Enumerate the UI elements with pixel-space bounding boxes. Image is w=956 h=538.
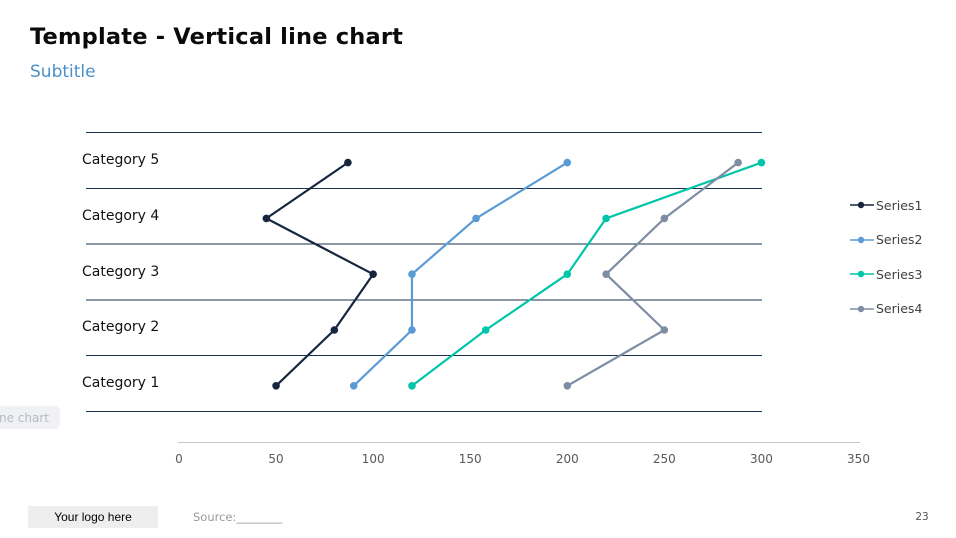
data-point-series2	[472, 214, 480, 223]
data-point-series3	[408, 382, 416, 390]
axis-tick-label: 350	[847, 452, 870, 466]
legend-item-series3: Series3	[850, 264, 922, 284]
category-label: Category 4	[82, 207, 160, 224]
data-point-series3	[563, 270, 572, 279]
category-label: Category 2	[82, 319, 160, 336]
axis-tick-label: 50	[268, 452, 284, 466]
data-point-series3	[602, 214, 610, 223]
series-line-series3	[410, 161, 763, 387]
data-point-series3	[481, 326, 490, 334]
legend-item-series2: Series2	[850, 230, 922, 250]
axis-tick-label: 200	[555, 452, 579, 466]
data-point-series1	[344, 158, 352, 167]
source-label: Source:________	[193, 510, 283, 524]
series-line-series2	[352, 161, 569, 387]
data-point-series3	[757, 158, 766, 167]
clipped-tooltip-fragment: ne chart	[0, 406, 60, 429]
legend-marker-icon	[850, 270, 874, 278]
series-line-series1	[265, 161, 375, 387]
legend-item-series4: Series4	[850, 299, 922, 319]
page-subtitle: Subtitle	[30, 62, 96, 82]
axis-tick-label: 300	[749, 452, 773, 466]
data-point-series4	[602, 270, 610, 279]
legend-marker-icon	[850, 236, 874, 243]
axis-tick-label: 100	[361, 452, 385, 466]
data-point-series2	[349, 382, 358, 390]
legend-marker-icon	[850, 201, 874, 209]
data-point-series4	[660, 326, 669, 334]
page-title: Template - Vertical line chart	[30, 24, 404, 50]
legend-label: Series3	[876, 266, 923, 282]
data-point-series1	[369, 270, 377, 279]
logo-placeholder-button[interactable]: Your logo here	[28, 506, 158, 528]
data-point-series2	[408, 270, 416, 279]
data-point-series4	[734, 158, 742, 167]
data-point-series1	[330, 326, 339, 334]
axis-tick-label: 250	[652, 452, 676, 466]
legend-label: Series1	[876, 197, 923, 213]
category-label: Category 1	[82, 375, 160, 392]
legend-label: Series4	[876, 301, 923, 316]
axis-tick-label: 150	[458, 452, 482, 466]
legend-marker-icon	[850, 305, 874, 312]
data-point-series4	[563, 382, 572, 390]
category-label: Category 5	[82, 151, 160, 168]
axis-tick-label: 0	[175, 452, 183, 466]
category-label: Category 3	[82, 263, 160, 280]
legend-label: Series2	[876, 232, 923, 247]
page-number: 23	[915, 511, 929, 523]
data-point-series1	[262, 214, 271, 223]
series-line-series4	[566, 161, 740, 387]
data-point-series4	[660, 214, 669, 223]
data-point-series2	[408, 326, 416, 334]
data-point-series2	[563, 158, 572, 167]
legend-item-series1: Series1	[850, 195, 922, 215]
data-point-series1	[272, 382, 280, 390]
